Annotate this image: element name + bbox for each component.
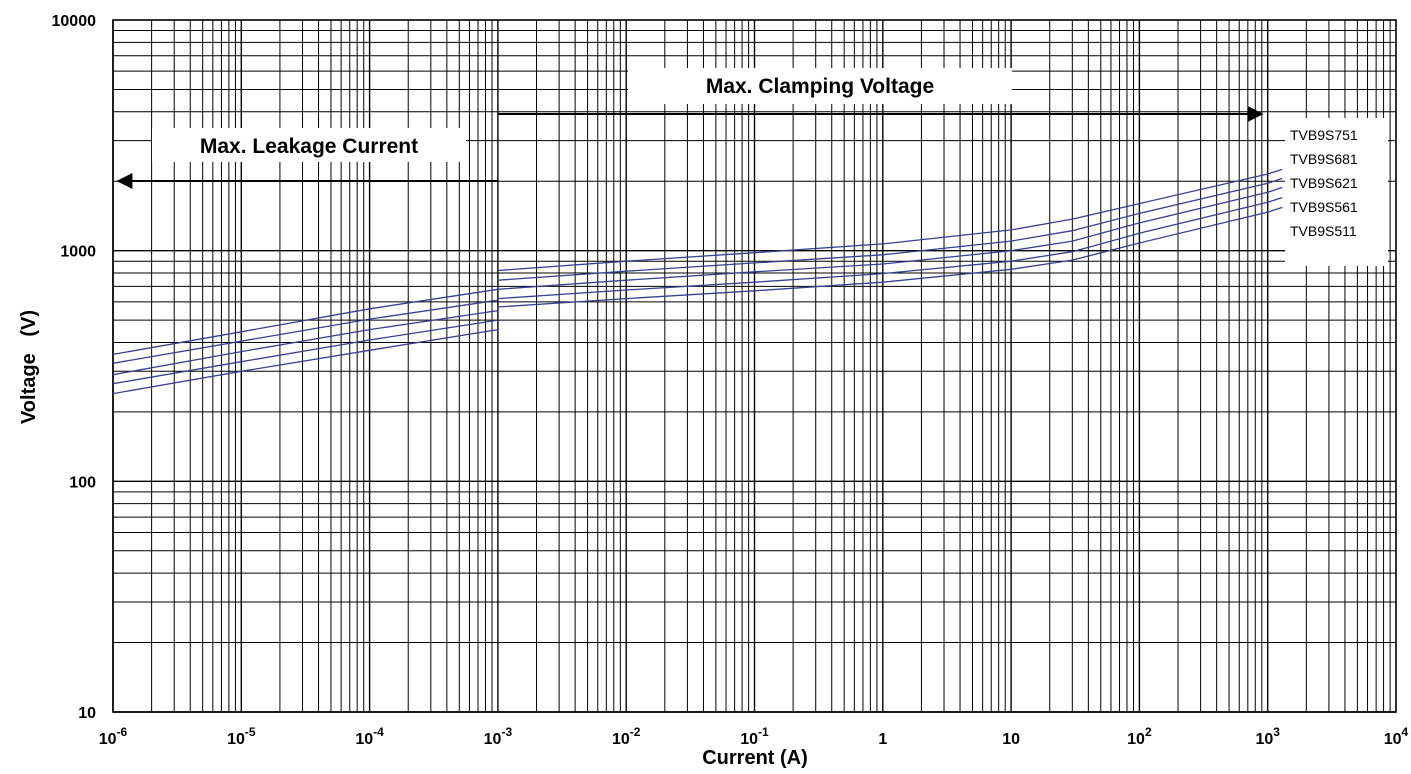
series-line-TVB9S511	[497, 206, 1283, 308]
leakage-line-4	[112, 319, 498, 385]
y-tick-label: 1000	[60, 244, 96, 261]
leakage-label: Max. Leakage Current	[200, 135, 418, 158]
clamping-label-bg	[628, 68, 1012, 104]
leakage-line-5	[112, 328, 499, 395]
series-line-TVB9S561	[497, 196, 1283, 300]
x-tick-label: 10-5	[227, 725, 256, 748]
y-tick-label: 10000	[52, 13, 97, 30]
series-line-TVB9S751	[497, 168, 1283, 272]
leakage-line-3	[112, 309, 498, 376]
x-tick-label: 10	[1002, 731, 1020, 748]
grid	[112, 19, 1397, 713]
plot-frame	[112, 19, 1397, 713]
legend-item-TVB9S511: TVB9S511	[1290, 223, 1357, 239]
legend-item-TVB9S681: TVB9S681	[1290, 151, 1358, 167]
x-tick-label: 10-6	[99, 725, 128, 748]
x-tick-label: 104	[1384, 725, 1409, 748]
x-tick-label: 10-2	[612, 725, 641, 748]
legend-item-TVB9S621: TVB9S621	[1290, 175, 1358, 191]
series-lines	[112, 168, 1283, 395]
leakage-line-2	[112, 299, 498, 364]
x-tick-label: 102	[1127, 725, 1152, 748]
leakage-line-1	[112, 288, 498, 356]
legend-bg	[1285, 118, 1388, 266]
x-axis-title: Current (A)	[702, 747, 808, 769]
series-line-TVB9S681	[497, 177, 1283, 281]
clamping-annotation: Max. Clamping Voltage	[498, 68, 1264, 122]
legend: TVB9S751 TVB9S681 TVB9S621 TVB9S561 TVB9S511	[1285, 118, 1388, 266]
y-axis-title: Voltage (V)	[18, 310, 40, 424]
tick-labels: 10-6 10-5 10-4 10-3 10-2 10-1 1 10 102 103 104 10 10…	[52, 13, 1409, 748]
x-tick-label: 10-3	[484, 725, 513, 748]
clamping-label: Max. Clamping Voltage	[706, 75, 934, 98]
y-tick-label: 100	[69, 474, 96, 491]
series-line-TVB9S621	[497, 186, 1283, 290]
y-tick-label: 10	[78, 705, 96, 722]
x-tick-label: 1	[878, 731, 887, 748]
x-tick-label: 10-1	[740, 725, 769, 748]
leakage-label-bg	[152, 128, 466, 162]
x-tick-label: 103	[1255, 725, 1280, 748]
leakage-annotation: Max. Leakage Current	[116, 128, 498, 189]
legend-item-TVB9S561: TVB9S561	[1290, 199, 1358, 215]
legend-item-TVB9S751: TVB9S751	[1290, 127, 1358, 143]
x-tick-label: 10-4	[355, 725, 384, 748]
